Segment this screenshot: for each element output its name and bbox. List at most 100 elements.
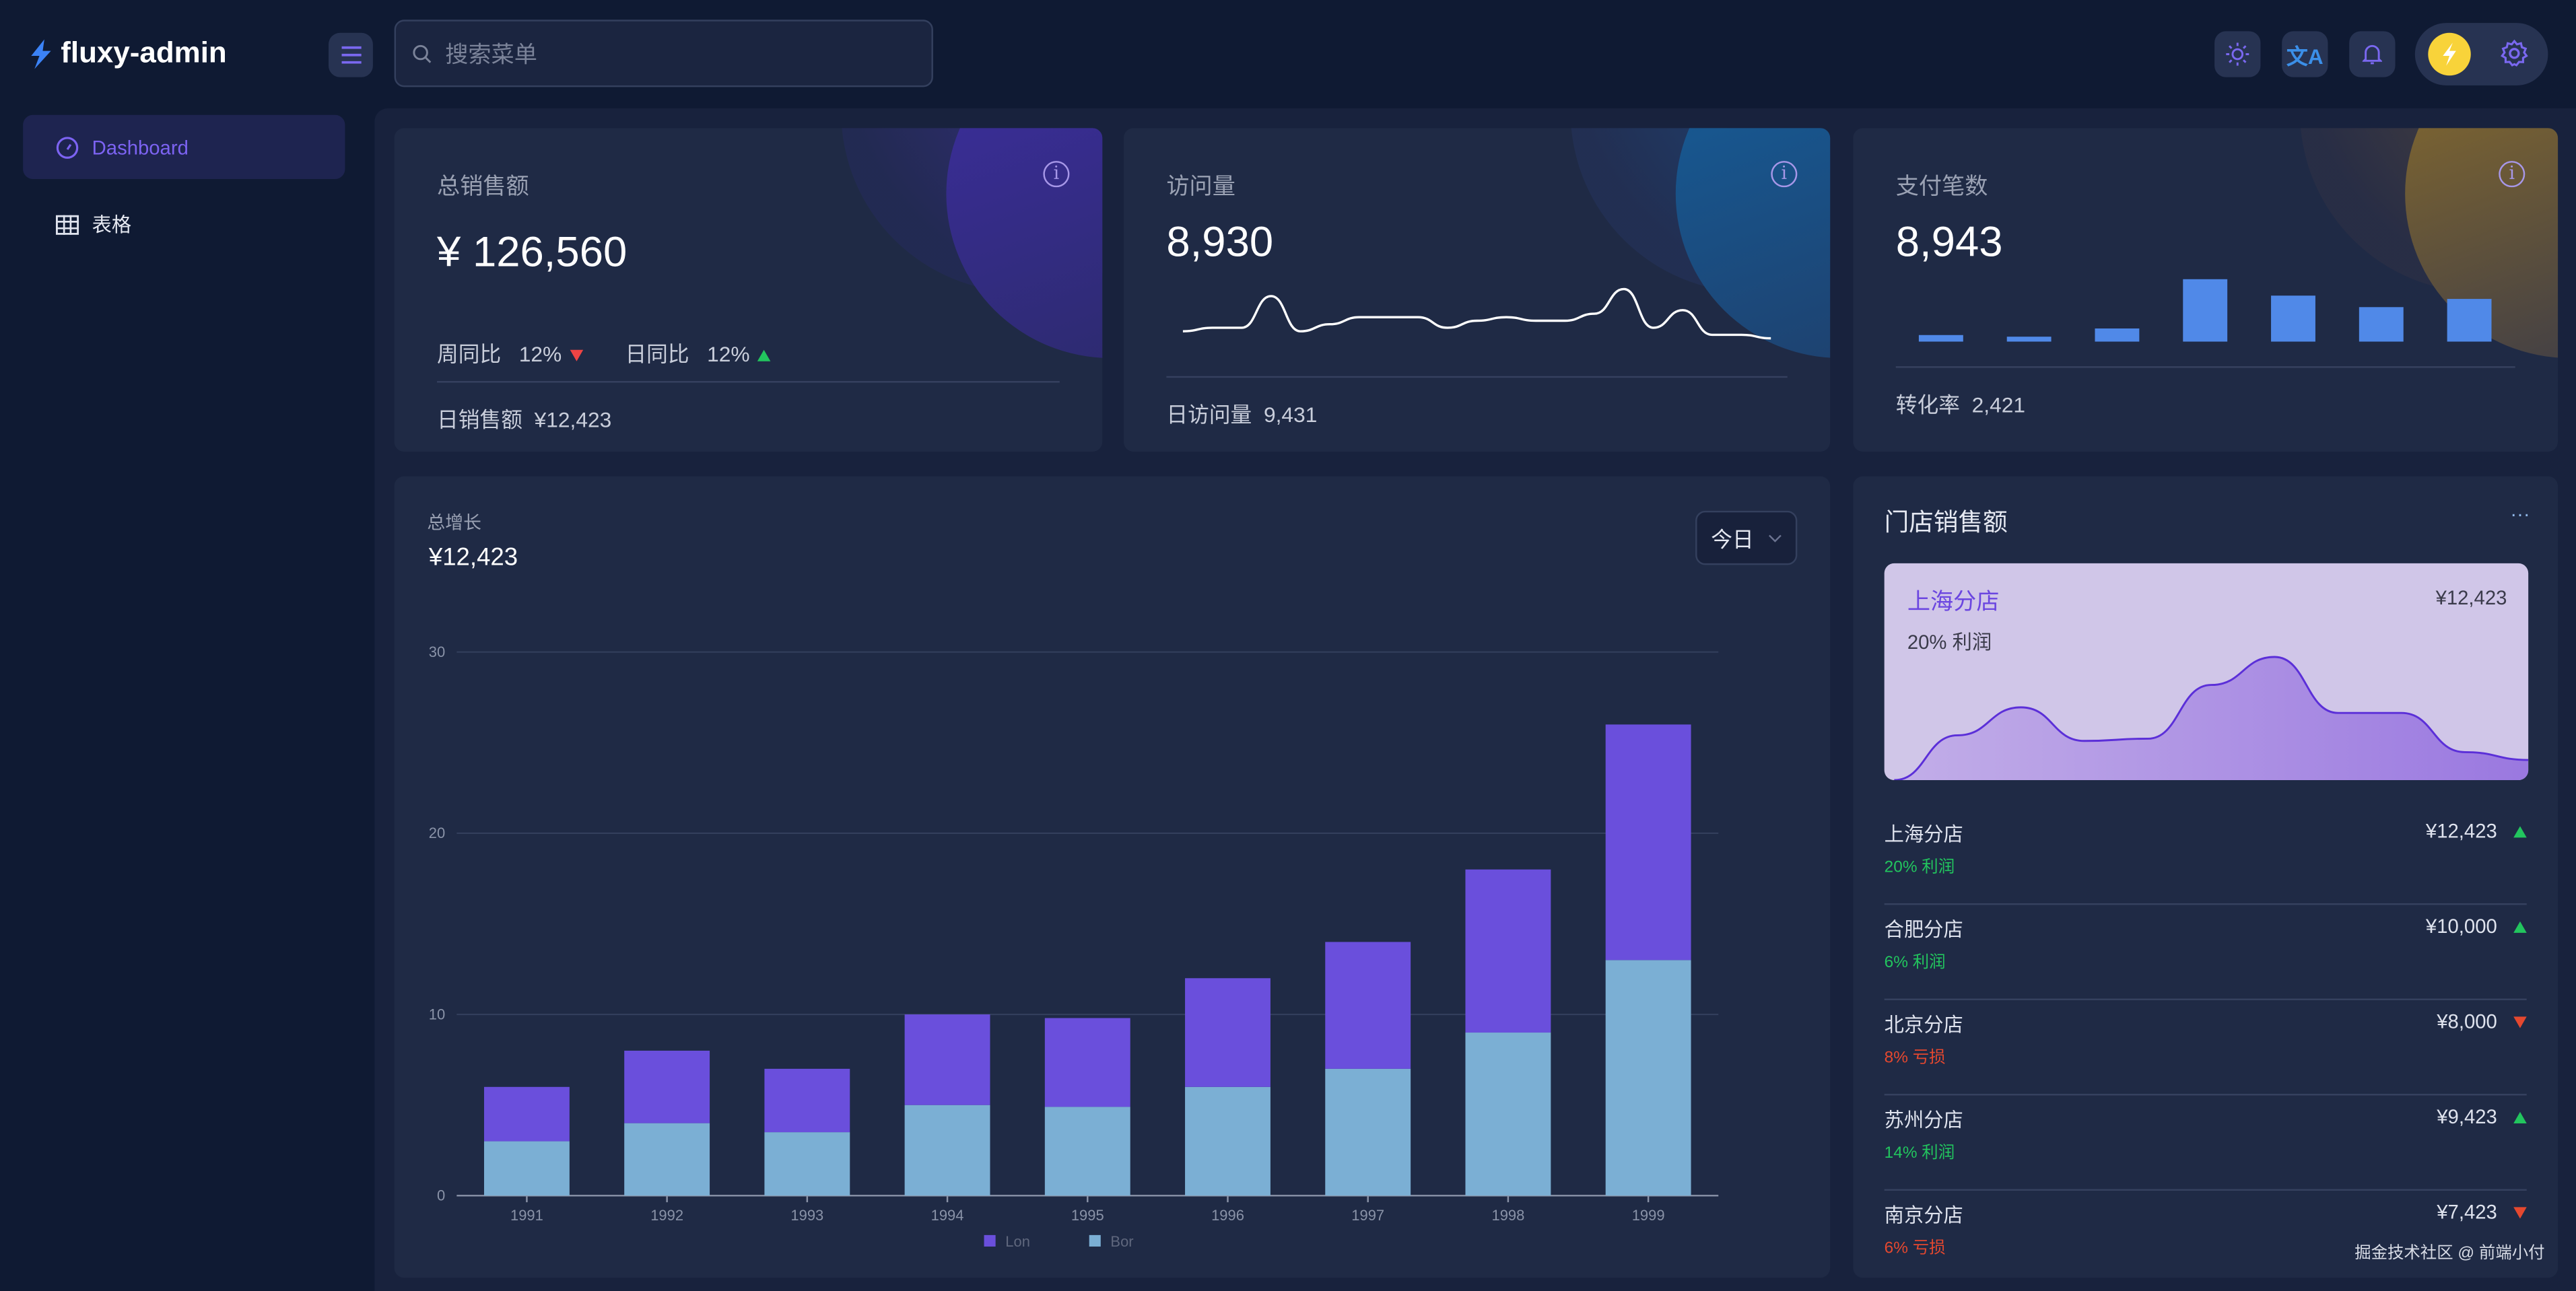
x-tick-label: 1996 [1211,1207,1244,1224]
store-sales-card: 门店销售额 ··· 上海分店 ¥12,423 20% 利润 上海分店 20% 利… [1853,476,2558,1278]
featured-store-name: 上海分店 [1907,588,2000,615]
store-row[interactable]: 上海分店 20% 利润 ¥12,423 [1884,810,2527,905]
store-value: ¥12,423 [2425,819,2497,843]
legend-label[interactable]: Bor [1110,1233,1133,1250]
menu-toggle-button[interactable] [329,32,373,77]
info-icon[interactable]: i [1043,161,1070,188]
card-footer: 转化率 2,421 [1896,388,2025,419]
up-triangle-icon [2513,921,2527,933]
down-triangle-icon [2513,1016,2527,1028]
menu-icon [341,46,361,64]
day-label: 日同比 [625,341,689,367]
bar-lon[interactable] [483,1086,570,1142]
growth-value: ¥12,423 [428,543,518,572]
up-triangle-icon [2513,1111,2527,1123]
comparison-row: 周同比 12% 日同比 12% [437,337,772,368]
card-title: 访问量 [1166,172,1235,199]
legend-label[interactable]: Lon [1005,1233,1030,1250]
bar-lon[interactable] [904,1014,990,1105]
x-tick-label: 1994 [931,1207,964,1224]
featured-store-value: ¥12,423 [2435,586,2507,610]
store-card-title: 门店销售额 [1884,509,2008,537]
area-fill [1894,657,2529,780]
stacked-bar-chart: 0 10 20 30 1991 1992 1993 1994 1995 1996 1997 1998 1… [429,643,1719,1250]
bar-lon[interactable] [1044,1018,1130,1107]
bar-bor[interactable] [1465,1033,1551,1196]
language-button[interactable]: 文A [2282,31,2328,77]
bar-bor[interactable] [1185,1086,1270,1196]
settings-button[interactable] [2501,39,2528,76]
divider [1895,366,2515,368]
card-value: 8,943 [1895,217,2003,267]
x-tick-label: 1999 [1632,1207,1665,1224]
theme-toggle-button[interactable] [2214,31,2261,77]
mini-bar [2271,295,2315,342]
mini-bar [2006,337,2052,342]
period-select[interactable]: 今日 [1695,510,1798,565]
lightning-icon [31,38,51,69]
footer-value: ¥12,423 [534,407,612,432]
sun-icon [2226,42,2249,66]
mini-bar [2447,299,2492,342]
footer-label: 日销售额 [437,407,522,432]
sidebar-item-label: Dashboard [92,135,189,159]
legend-swatch[interactable] [984,1234,996,1247]
bar-lon[interactable] [1325,942,1411,1069]
app-logo[interactable]: fluxy-admin [30,36,227,71]
card-value: ¥ 126,560 [437,226,628,276]
footer-label: 日访问量 [1166,402,1252,427]
y-tick-label: 30 [429,643,445,660]
store-row[interactable]: 苏州分店 14% 利润 ¥9,423 [1884,1095,2527,1191]
y-tick-label: 0 [437,1187,445,1204]
x-tick-label: 1993 [790,1207,823,1224]
card-title: 总销售额 [437,172,529,199]
featured-store[interactable]: 上海分店 ¥12,423 20% 利润 [1884,563,2529,780]
store-profit: 14% 利润 [1884,1144,1955,1163]
bar-lon[interactable] [1465,869,1551,1033]
store-value: ¥8,000 [2437,1010,2497,1033]
x-tick-label: 1995 [1071,1207,1104,1224]
footer-value: 9,431 [1263,402,1318,427]
period-value: 今日 [1711,527,1754,552]
up-triangle-icon [2513,826,2527,838]
info-icon[interactable]: i [1771,161,1798,188]
card-footer: 日销售额 ¥12,423 [437,403,611,433]
bar-bor[interactable] [1605,960,1691,1196]
lightning-icon [2443,42,2456,66]
bar-lon[interactable] [1185,978,1270,1087]
bar-bor[interactable] [624,1123,710,1196]
bar-lon[interactable] [764,1068,850,1133]
bar-bor[interactable] [483,1141,570,1196]
mini-bar [2095,328,2140,342]
notifications-button[interactable] [2349,31,2396,77]
legend-swatch[interactable] [1089,1234,1101,1247]
bar-bor[interactable] [1044,1107,1130,1196]
avatar[interactable] [2428,32,2471,76]
mini-bar [2183,279,2228,342]
growth-title: 总增长 [427,514,481,534]
store-area-chart [1894,656,2529,780]
payments-bar-chart [1918,279,2492,342]
divider [1166,376,1788,378]
dashboard-icon [56,136,79,158]
bar-bor[interactable] [904,1105,990,1196]
bar-bor[interactable] [764,1132,850,1196]
area-line [1894,656,2529,780]
store-row[interactable]: 南京分店 6% 亏损 ¥7,423 [1885,1191,2527,1278]
bar-lon[interactable] [624,1050,710,1123]
bar-lon[interactable] [1605,724,1691,961]
store-row[interactable]: 北京分店 8% 亏损 ¥8,000 [1884,1000,2527,1096]
table-icon [55,214,79,234]
store-name: 南京分店 [1884,1203,1963,1227]
more-icon[interactable]: ··· [2510,502,2530,526]
search-box[interactable] [394,20,933,88]
sidebar-item-table[interactable]: 表格 [23,192,345,256]
featured-store-profit: 20% 利润 [1907,630,1992,654]
store-row[interactable]: 合肥分店 6% 利润 ¥10,000 [1884,905,2527,1000]
sidebar-item-dashboard[interactable]: Dashboard [23,114,345,179]
growth-chart-card: 总增长 ¥12,423 今日 0 10 20 30 1991 1992 1993 1994 19… [394,476,1831,1278]
up-triangle-icon [757,349,772,361]
bar-bor[interactable] [1325,1068,1411,1196]
search-input[interactable] [445,40,906,67]
info-icon[interactable]: i [2499,161,2526,188]
